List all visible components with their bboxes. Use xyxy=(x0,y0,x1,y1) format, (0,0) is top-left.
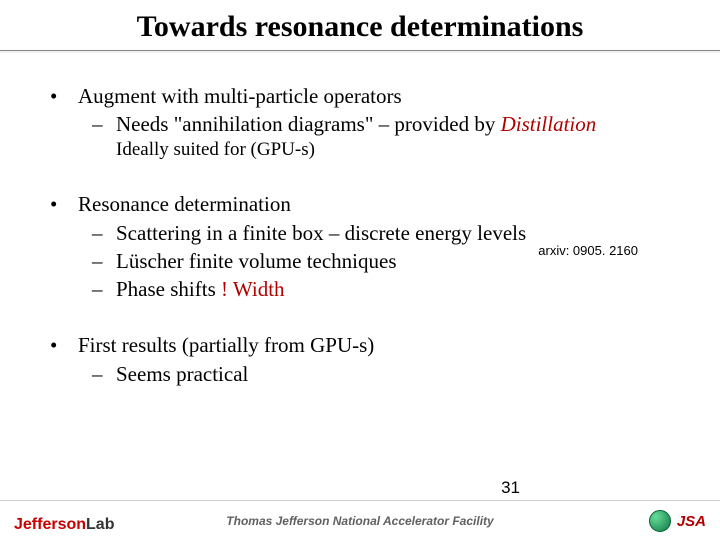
s3-a: Phase shifts xyxy=(116,277,221,301)
dash-char: – xyxy=(92,361,116,387)
right-logos: JSA xyxy=(649,510,706,532)
seal-icon xyxy=(649,510,671,532)
s3-c: Width xyxy=(233,277,285,301)
page-number: 31 xyxy=(501,478,520,498)
block-2: • Resonance determination – Scattering i… xyxy=(50,191,682,302)
sub1-part-b: Distillation xyxy=(501,112,597,136)
jlab-logo: Jefferson Lab xyxy=(14,516,114,534)
bullet-1: • Augment with multi-particle operators xyxy=(50,83,682,109)
bullet-1-sub-1: – Needs "annihilation diagrams" – provid… xyxy=(92,111,682,137)
bullet-3-sub-1: – Seems practical xyxy=(92,361,682,387)
bullet-3-text: First results (partially from GPU-s) xyxy=(78,332,682,358)
bullet-2-sub-2-text: Lüscher finite volume techniques xyxy=(116,248,682,274)
bullet-char: • xyxy=(50,83,78,109)
bullet-2-sub-2: – Lüscher finite volume techniques xyxy=(92,248,682,274)
bullet-char: • xyxy=(50,191,78,217)
bullet-2-sub-1-text: Scattering in a finite box – discrete en… xyxy=(116,220,682,246)
bullet-2-sub-3: – Phase shifts ! Width xyxy=(92,276,682,302)
bullet-3-sub-1-text: Seems practical xyxy=(116,361,682,387)
jsa-logo: JSA xyxy=(677,513,706,530)
dash-char: – xyxy=(92,248,116,274)
slide: Towards resonance determinations • Augme… xyxy=(0,0,720,540)
logo-part-b: Lab xyxy=(86,516,114,534)
footer-text: Thomas Jefferson National Accelerator Fa… xyxy=(226,514,493,528)
bullet-2-sub-3-text: Phase shifts ! Width xyxy=(116,276,682,302)
dash-char: – xyxy=(92,276,116,302)
dash-char: – xyxy=(92,111,116,137)
bullet-2-sub-1: – Scattering in a finite box – discrete … xyxy=(92,220,682,246)
block-1: • Augment with multi-particle operators … xyxy=(50,83,682,161)
block-3: • First results (partially from GPU-s) –… xyxy=(50,332,682,387)
bullet-2-text: Resonance determination xyxy=(78,191,682,217)
content-area: • Augment with multi-particle operators … xyxy=(0,51,720,387)
bullet-3: • First results (partially from GPU-s) xyxy=(50,332,682,358)
bullet-1-sub-1-text: Needs "annihilation diagrams" – provided… xyxy=(116,111,682,137)
bullet-char: • xyxy=(50,332,78,358)
bullet-1-note: Ideally suited for (GPU-s) xyxy=(116,138,682,162)
slide-title: Towards resonance determinations xyxy=(0,0,720,44)
sub1-part-a: Needs "annihilation diagrams" – provided… xyxy=(116,112,501,136)
logo-part-a: Jefferson xyxy=(14,516,86,534)
bullet-1-text: Augment with multi-particle operators xyxy=(78,83,682,109)
s3-b: ! xyxy=(221,277,233,301)
bullet-2: • Resonance determination xyxy=(50,191,682,217)
dash-char: – xyxy=(92,220,116,246)
